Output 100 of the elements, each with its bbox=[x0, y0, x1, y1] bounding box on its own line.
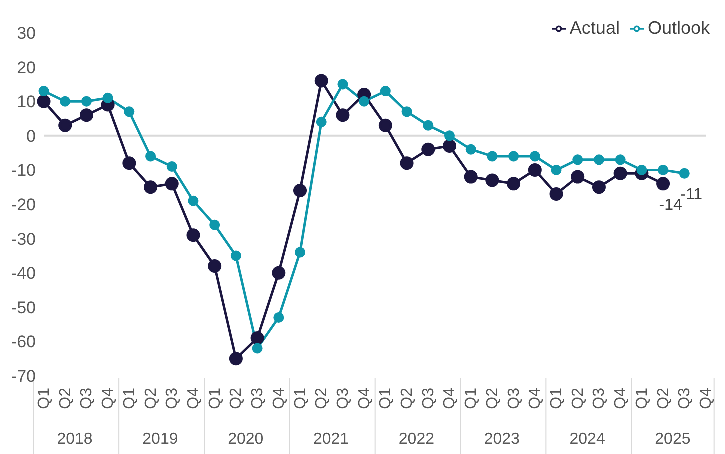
point bbox=[272, 266, 286, 280]
point bbox=[124, 106, 135, 118]
point bbox=[594, 154, 604, 166]
point bbox=[422, 142, 436, 156]
point bbox=[658, 164, 669, 176]
x-tick-label: Q3 bbox=[420, 388, 438, 410]
point bbox=[166, 162, 178, 172]
point bbox=[102, 92, 114, 104]
point bbox=[37, 94, 51, 108]
x-tick-label: Q1 bbox=[206, 388, 224, 410]
point bbox=[188, 196, 199, 206]
point bbox=[423, 120, 434, 131]
x-tick-label: Q1 bbox=[463, 388, 480, 410]
y-tick-label: 0 bbox=[26, 126, 36, 146]
point bbox=[400, 156, 414, 170]
x-tick-label: Q1 bbox=[121, 388, 138, 410]
x-tick-label: Q4 bbox=[698, 388, 715, 410]
y-tick-label: -60 bbox=[11, 332, 36, 352]
text: 2023 bbox=[484, 431, 520, 448]
legend-label: Actual bbox=[570, 18, 620, 38]
point bbox=[550, 187, 564, 201]
y-tick-label: 20 bbox=[17, 58, 36, 78]
point bbox=[208, 259, 222, 273]
x-tick-label: Q2 bbox=[655, 388, 672, 410]
x-tick-label: Q2 bbox=[57, 388, 74, 410]
x-tick-label: Q3 bbox=[334, 388, 352, 410]
point bbox=[314, 74, 328, 88]
x-tick-label: Q3 bbox=[591, 388, 608, 410]
point bbox=[60, 96, 71, 107]
y-tick-label: -50 bbox=[11, 298, 36, 318]
point bbox=[614, 166, 628, 180]
y-tick-label: -40 bbox=[11, 264, 36, 284]
point bbox=[144, 180, 158, 194]
point bbox=[679, 168, 690, 179]
x-tick-label: Q4 bbox=[270, 388, 288, 410]
point bbox=[442, 139, 456, 153]
point bbox=[230, 250, 242, 262]
point bbox=[38, 86, 50, 97]
y-tick-label: -20 bbox=[11, 196, 36, 215]
point bbox=[464, 170, 478, 184]
x-tick-label: Q1 bbox=[548, 388, 566, 410]
text: 2022 bbox=[398, 431, 435, 448]
point bbox=[294, 184, 308, 198]
text: 2020 bbox=[228, 431, 264, 448]
point bbox=[636, 164, 648, 176]
x-tick-label: Q3 bbox=[164, 388, 182, 410]
point bbox=[359, 96, 370, 107]
x-tick-label: Q1 bbox=[36, 388, 53, 410]
point bbox=[572, 154, 584, 166]
y-tick-label: -30 bbox=[11, 230, 36, 249]
point bbox=[81, 96, 92, 107]
x-tick-label: Q2 bbox=[314, 388, 331, 410]
point bbox=[186, 228, 200, 242]
text: 2021 bbox=[313, 431, 350, 448]
x-tick-label: Q2 bbox=[570, 388, 587, 410]
x-tick-label: Q4 bbox=[100, 388, 118, 410]
point bbox=[58, 118, 72, 132]
point bbox=[508, 151, 520, 162]
point bbox=[250, 332, 264, 346]
point bbox=[486, 174, 500, 188]
point bbox=[380, 86, 391, 97]
point bbox=[487, 151, 498, 162]
x-tick-label: Q2 bbox=[228, 388, 246, 410]
x-tick-label: Q3 bbox=[78, 388, 96, 410]
x-tick-label: Q3 bbox=[506, 388, 523, 410]
point bbox=[252, 343, 263, 354]
x-tick-label: Q4 bbox=[442, 388, 459, 410]
text: 2018 bbox=[57, 431, 93, 448]
point bbox=[274, 312, 284, 323]
point bbox=[229, 352, 243, 366]
x-tick-label: Q4 bbox=[527, 388, 544, 410]
data-label: -14 bbox=[659, 196, 683, 214]
legend-label: Outlook bbox=[648, 18, 710, 38]
x-tick-label: Q2 bbox=[142, 388, 160, 410]
point bbox=[316, 116, 327, 128]
point bbox=[615, 154, 626, 166]
point bbox=[122, 156, 136, 170]
x-tick-label: Q4 bbox=[185, 388, 202, 410]
x-tick-label: Q1 bbox=[292, 388, 310, 410]
text: 2024 bbox=[570, 431, 606, 448]
point bbox=[507, 177, 521, 191]
x-tick-label: Q4 bbox=[356, 388, 374, 410]
point bbox=[551, 164, 562, 176]
point bbox=[444, 130, 455, 142]
text: 2019 bbox=[142, 431, 178, 448]
point bbox=[378, 118, 392, 132]
point bbox=[338, 79, 348, 90]
point bbox=[530, 151, 540, 162]
x-tick-label: Q1 bbox=[634, 388, 651, 410]
point bbox=[210, 220, 220, 230]
point bbox=[165, 177, 179, 191]
point bbox=[466, 144, 476, 155]
point bbox=[80, 108, 94, 122]
point bbox=[295, 247, 306, 258]
x-tick-label: Q1 bbox=[378, 388, 395, 410]
point bbox=[592, 180, 606, 194]
y-tick-label: 30 bbox=[17, 24, 36, 44]
point bbox=[336, 108, 350, 122]
data-label: -11 bbox=[680, 186, 703, 204]
point bbox=[402, 106, 412, 118]
